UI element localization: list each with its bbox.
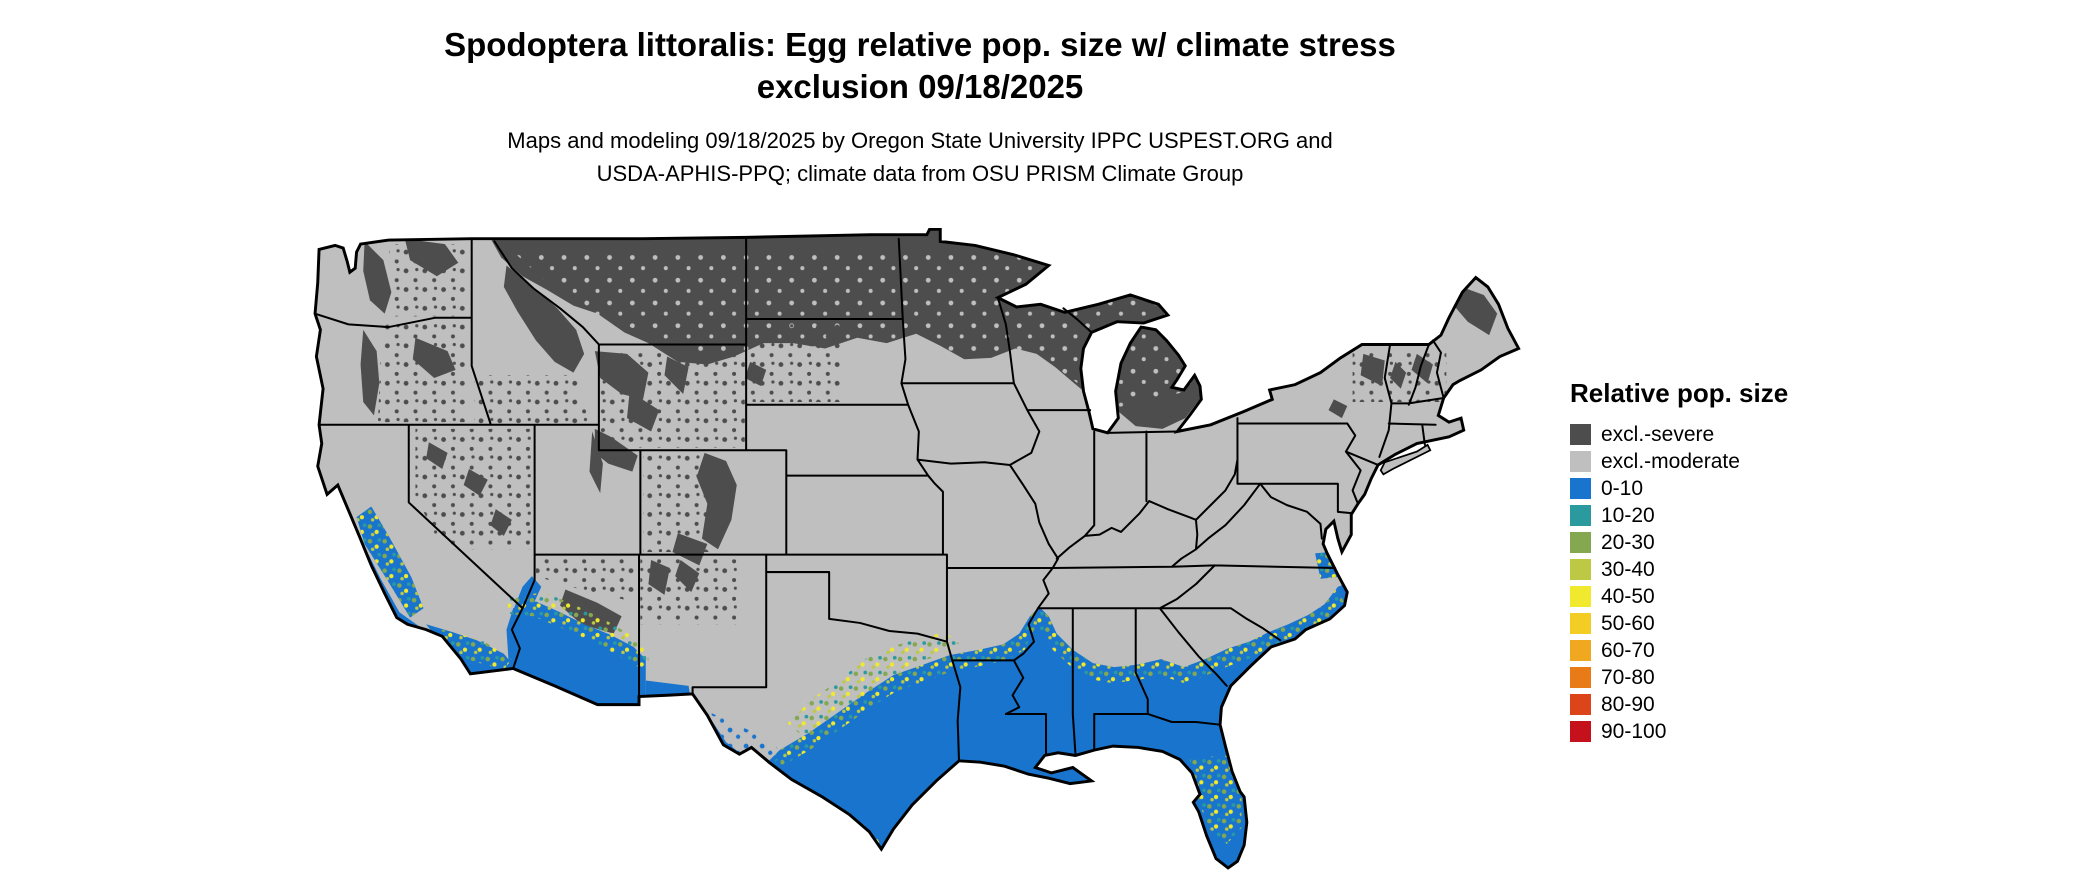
legend-item-label: 30-40: [1601, 557, 1655, 581]
legend-item-label: 0-10: [1601, 476, 1644, 500]
us-map: [308, 228, 1527, 884]
legend-item-label: 80-90: [1601, 692, 1655, 716]
legend-item: 20-30: [1570, 529, 1788, 556]
title-line-2: exclusion 09/18/2025: [756, 68, 1084, 105]
legend-swatch: [1570, 424, 1591, 445]
legend-items: excl.-severe excl.-moderate 0-10 10-20 20-30…: [1570, 421, 1788, 745]
legend-item-label: 90-100: [1601, 719, 1667, 743]
legend-item: 80-90: [1570, 691, 1788, 718]
state-borders: [314, 237, 1445, 762]
long-island: [1379, 443, 1432, 476]
legend-item-label: 20-30: [1601, 530, 1655, 554]
legend-item-label: excl.-moderate: [1601, 449, 1740, 473]
us-map-svg: [313, 228, 1521, 870]
page-title: Spodoptera littoralis: Egg relative pop.…: [0, 24, 1840, 108]
title-line-1: Spodoptera littoralis: Egg relative pop.…: [444, 26, 1396, 63]
legend-swatch: [1570, 505, 1591, 526]
legend-item: 50-60: [1570, 610, 1788, 637]
legend-item: 30-40: [1570, 556, 1788, 583]
legend-item: 10-20: [1570, 502, 1788, 529]
legend-swatch: [1570, 586, 1591, 607]
map-layer-dark-speckle: [377, 244, 1447, 625]
legend-swatch: [1570, 532, 1591, 553]
legend-item: excl.-moderate: [1570, 448, 1788, 475]
legend-item-label: 70-80: [1601, 665, 1655, 689]
map-legend: Relative pop. size excl.-severe excl.-mod…: [1570, 378, 1788, 745]
legend-item: 0-10: [1570, 475, 1788, 502]
legend-swatch: [1570, 667, 1591, 688]
legend-swatch: [1570, 721, 1591, 742]
legend-item: 70-80: [1570, 664, 1788, 691]
map-raster-layers: [315, 229, 1519, 868]
legend-swatch: [1570, 694, 1591, 715]
legend-item: excl.-severe: [1570, 421, 1788, 448]
legend-item-label: 60-70: [1601, 638, 1655, 662]
header: Spodoptera littoralis: Egg relative pop.…: [0, 24, 1840, 190]
subtitle-line-1: Maps and modeling 09/18/2025 by Oregon S…: [507, 128, 1333, 153]
legend-swatch: [1570, 478, 1591, 499]
legend-item-label: 40-50: [1601, 584, 1655, 608]
legend-item: 40-50: [1570, 583, 1788, 610]
legend-swatch: [1570, 451, 1591, 472]
legend-item-label: excl.-severe: [1601, 422, 1715, 446]
map-layer-blue-speckle: [693, 709, 793, 775]
legend-swatch: [1570, 559, 1591, 580]
legend-item-label: 50-60: [1601, 611, 1655, 635]
page-subtitle: Maps and modeling 09/18/2025 by Oregon S…: [0, 124, 1840, 190]
legend-swatch: [1570, 613, 1591, 634]
legend-item: 90-100: [1570, 718, 1788, 745]
legend-swatch: [1570, 640, 1591, 661]
legend-title: Relative pop. size: [1570, 378, 1789, 408]
legend-item-label: 10-20: [1601, 503, 1655, 527]
subtitle-line-2: USDA-APHIS-PPQ; climate data from OSU PR…: [596, 161, 1244, 186]
legend-item: 60-70: [1570, 637, 1788, 664]
